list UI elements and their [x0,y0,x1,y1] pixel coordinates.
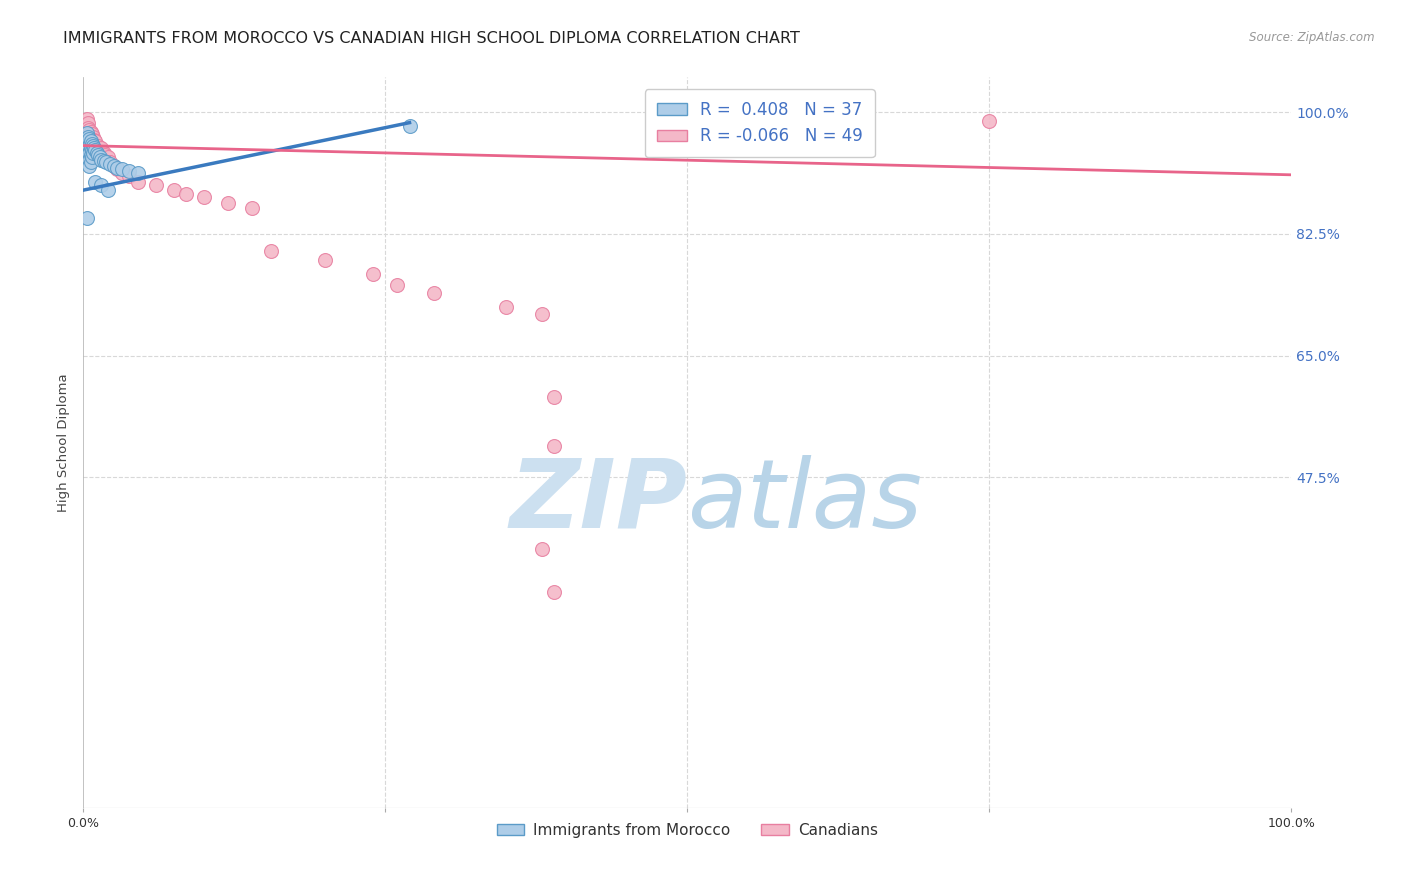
Point [76,112,98,127]
Point [82,145,104,160]
Point [79,141,101,155]
Point [105,161,128,175]
Point [93,153,115,168]
Point [80,128,103,142]
Point [118,169,141,184]
Point [79,160,101,174]
Point [79,128,101,142]
Point [127,166,149,180]
Point [90,141,112,155]
Point [111,162,134,177]
Text: atlas: atlas [688,455,922,548]
Point [979,113,1001,128]
Point [103,160,125,174]
Point [79,131,101,145]
Point [361,267,384,281]
Point [90,153,112,167]
Point [77,129,100,144]
Point [79,138,101,153]
Point [79,138,101,153]
Point [87,138,110,153]
Point [77,136,100,151]
Point [531,307,554,321]
Point [89,150,111,164]
Point [79,135,101,149]
Point [77,141,100,155]
Point [79,131,101,145]
Point [90,178,112,193]
Point [93,145,115,160]
Point [79,122,101,136]
Point [422,286,444,301]
Point [77,120,100,135]
Point [94,148,117,162]
Point [79,125,101,139]
Y-axis label: High School Diploma: High School Diploma [58,373,70,512]
Point [193,190,215,204]
Point [259,244,281,259]
Point [387,277,409,292]
Point [118,164,141,178]
Point [80,144,103,158]
Point [79,155,101,169]
Point [82,138,104,153]
Text: Source: ZipAtlas.com: Source: ZipAtlas.com [1250,31,1375,45]
Point [82,129,104,144]
Point [96,150,118,164]
Point [543,585,565,599]
Point [103,160,125,174]
Point [83,141,105,155]
Point [96,155,118,169]
Point [82,136,104,151]
Point [79,153,101,167]
Point [84,135,107,149]
Point [84,141,107,155]
Point [86,145,108,160]
Point [98,157,121,171]
Point [495,300,517,314]
Point [84,144,107,158]
Point [127,175,149,189]
Point [80,141,103,155]
Point [80,150,103,164]
Point [105,162,128,177]
Point [80,136,103,151]
Point [111,166,134,180]
Point [531,541,554,556]
Point [242,201,264,215]
Point [398,119,420,133]
Point [314,252,336,267]
Point [79,148,101,162]
Point [87,148,110,162]
Point [77,115,100,129]
Point [145,178,167,193]
Point [79,135,101,149]
Text: ZIP: ZIP [509,455,688,548]
Point [217,195,239,210]
Point [84,175,107,189]
Point [90,148,112,162]
Point [79,145,101,160]
Text: IMMIGRANTS FROM MOROCCO VS CANADIAN HIGH SCHOOL DIPLOMA CORRELATION CHART: IMMIGRANTS FROM MOROCCO VS CANADIAN HIGH… [63,31,800,46]
Point [83,133,105,147]
Point [80,135,103,149]
Point [84,148,107,162]
Point [543,439,565,453]
Point [98,155,121,169]
Point [76,126,98,140]
Point [76,211,98,225]
Point [163,183,186,197]
Point [543,390,565,404]
Point [87,145,110,160]
Point [174,187,197,202]
Point [96,183,118,197]
Legend: Immigrants from Morocco, Canadians: Immigrants from Morocco, Canadians [491,817,884,844]
